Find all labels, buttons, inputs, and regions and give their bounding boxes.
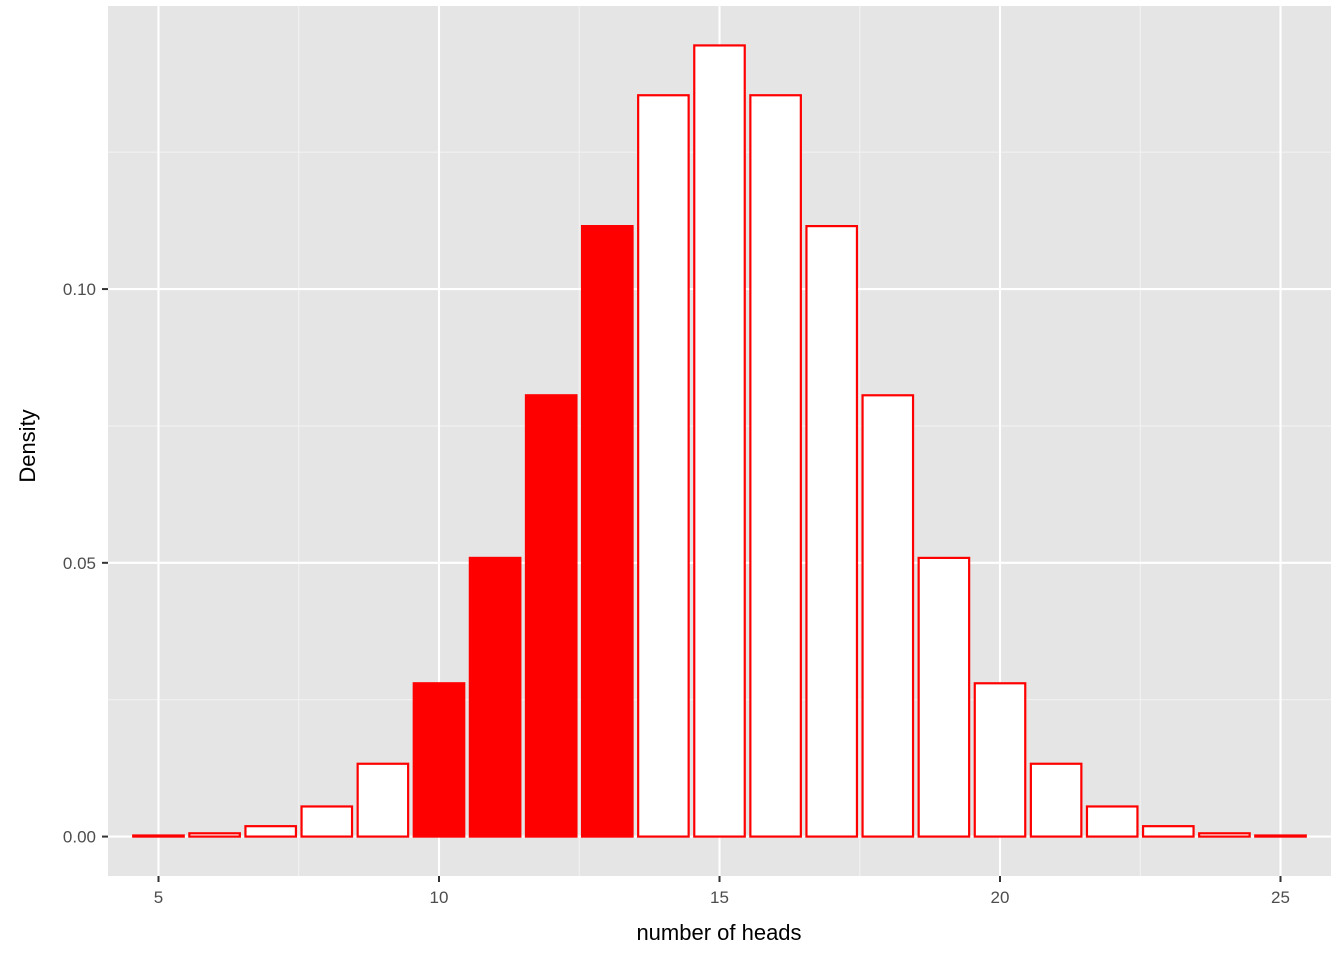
y-tick-label: 0.05 bbox=[63, 554, 96, 573]
x-axis: 5 10 15 20 25 bbox=[154, 876, 1290, 907]
x-tick-label: 20 bbox=[991, 888, 1010, 907]
bar-22 bbox=[1085, 805, 1139, 838]
bar-5 bbox=[132, 834, 185, 838]
y-axis-title: Density bbox=[15, 409, 40, 482]
bar-20 bbox=[973, 682, 1027, 838]
bar-17 bbox=[805, 225, 859, 838]
bar-7 bbox=[244, 825, 298, 838]
bar-15 bbox=[693, 44, 746, 838]
y-tick-label: 0.10 bbox=[63, 280, 96, 299]
bar-9 bbox=[356, 762, 410, 838]
bar-14 bbox=[637, 94, 690, 838]
bar-23 bbox=[1141, 825, 1195, 838]
bar-18 bbox=[861, 394, 915, 838]
y-axis: 0.00 0.05 0.10 bbox=[63, 280, 108, 847]
x-tick-label: 25 bbox=[1271, 888, 1290, 907]
bar-11 bbox=[468, 556, 522, 838]
bar-21 bbox=[1029, 762, 1083, 838]
bar-25 bbox=[1254, 834, 1307, 838]
bar-8 bbox=[300, 805, 354, 838]
bar-12 bbox=[524, 394, 578, 838]
bar-16 bbox=[749, 94, 802, 838]
x-tick-label: 5 bbox=[154, 888, 163, 907]
x-tick-label: 15 bbox=[710, 888, 729, 907]
bars bbox=[132, 44, 1307, 838]
y-tick-label: 0.00 bbox=[63, 828, 96, 847]
bar-13 bbox=[580, 225, 634, 838]
bar-24 bbox=[1198, 832, 1251, 838]
x-axis-title: number of heads bbox=[636, 920, 801, 945]
bar-6 bbox=[188, 832, 241, 838]
x-tick-label: 10 bbox=[430, 888, 449, 907]
bar-19 bbox=[917, 556, 971, 838]
bar-10 bbox=[412, 682, 466, 838]
